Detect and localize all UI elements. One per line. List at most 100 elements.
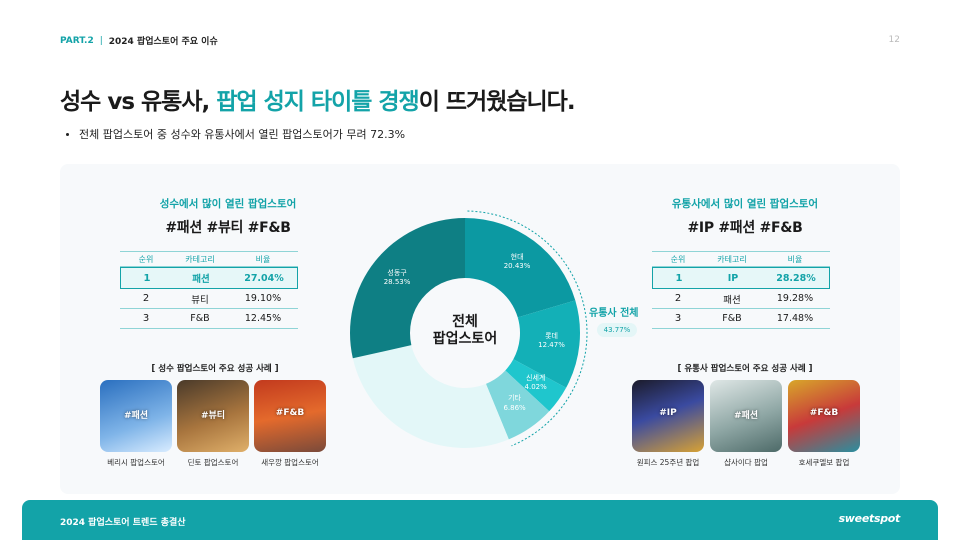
- donut-slice: [505, 359, 567, 412]
- retail-cases-title: [ 유통사 팝업스토어 주요 성공 사례 ]: [677, 364, 813, 374]
- summary-bullet: 전체 팝업스토어 중 성수와 유통사에서 열린 팝업스토어가 무려 72.3%: [66, 126, 405, 142]
- slice-label-value: 28.53%: [383, 277, 411, 286]
- retail-subtitle: 유통사에서 많이 열린 팝업스토어: [671, 198, 819, 210]
- ratio-cell: 19.28%: [776, 293, 814, 304]
- table-row: 1 IP 28.28%: [652, 267, 830, 289]
- case-caption: 새우깡 팝업스토어: [261, 458, 319, 467]
- slice-label-name: 성동구: [387, 268, 407, 277]
- case-photo-onepiece[interactable]: #IP: [632, 380, 704, 452]
- category-cell: F&B: [190, 313, 210, 324]
- header-rank: 순위: [138, 254, 154, 264]
- case-caption: 호세쿠엘보 팝업: [798, 458, 850, 467]
- category-cell: 패션: [192, 274, 210, 285]
- brand-logo: sweetspot: [838, 512, 901, 525]
- page-number: 12: [888, 35, 900, 45]
- slice-label: 성동구 28.53%: [372, 269, 422, 287]
- footer-title: 2024 팝업스토어 트렌드 총결산: [60, 518, 186, 528]
- slice-label-value: 12.47%: [538, 341, 565, 350]
- case-tag: #F&B: [809, 408, 839, 418]
- slice-label: 롯데 12.47%: [527, 332, 577, 350]
- seongsu-cases-title: [ 성수 팝업스토어 주요 성공 사례 ]: [151, 364, 279, 374]
- slice-label-name: 신세계: [526, 373, 546, 382]
- donut-center-label: 전체 팝업스토어: [410, 314, 520, 348]
- case-caption: 샵사이다 팝업: [724, 458, 768, 467]
- slice-label: 현대 20.43%: [492, 253, 542, 271]
- ratio-cell: 12.45%: [244, 313, 282, 324]
- case-photo-dinto[interactable]: #뷰티: [177, 380, 249, 452]
- ratio-cell: 28.28%: [776, 272, 816, 284]
- case-photo-josecuervo[interactable]: #F&B: [788, 380, 860, 452]
- table-row: 1 패션 27.04%: [120, 267, 298, 289]
- table-row: 3 F&B 12.45%: [120, 309, 298, 329]
- title-pre: 성수 vs 유통사,: [60, 89, 217, 115]
- case-tag: #패션: [733, 411, 759, 421]
- bullet-text: 전체 팝업스토어 중 성수와 유통사에서 열린 팝업스토어가 무려 72.3%: [79, 128, 406, 141]
- table-row: 2 뷰티 19.10%: [120, 289, 298, 309]
- seongsu-summary: 성수에서 많이 열린 팝업스토어 #패션 #뷰티 #F&B: [118, 196, 338, 237]
- rank-cell: 2: [142, 293, 150, 304]
- case-photo-saeukkang[interactable]: #F&B: [254, 380, 326, 452]
- donut-slice: [352, 345, 509, 448]
- rank-cell: 1: [675, 272, 683, 284]
- distribution-badge: 43.77%: [597, 323, 637, 337]
- distribution-arc: [467, 210, 588, 447]
- header-category: 카테고리: [185, 254, 215, 264]
- case-photo-cider[interactable]: #패션: [710, 380, 782, 452]
- header-ratio: 비율: [255, 254, 271, 264]
- bullet-dot: [66, 132, 69, 136]
- donut-slice: [350, 218, 465, 359]
- table-row: 3 F&B 17.48%: [652, 309, 830, 329]
- rank-cell: 1: [143, 272, 151, 284]
- case-caption: 원피스 25주년 팝업: [636, 458, 700, 467]
- table-row: 2 패션 19.28%: [652, 289, 830, 309]
- case-photo-berish[interactable]: #패션: [100, 380, 172, 452]
- slice-label-value: 6.86%: [503, 403, 526, 412]
- ratio-cell: 27.04%: [244, 272, 284, 284]
- slice-label-name: 기타: [508, 394, 521, 403]
- slice-label: 신세계 4.02%: [511, 374, 561, 392]
- header-ratio: 비율: [787, 254, 803, 264]
- slice-label-value: 4.02%: [524, 382, 547, 391]
- table-header-row: 순위 카테고리 비율: [652, 251, 830, 267]
- ratio-cell: 17.48%: [776, 313, 814, 324]
- distribution-title: 유통사 전체: [589, 308, 639, 319]
- header-rank: 순위: [670, 254, 686, 264]
- retail-tags: #IP #패션 #F&B: [687, 220, 803, 236]
- slice-label: 기타 6.86%: [490, 394, 540, 412]
- rank-cell: 3: [674, 313, 682, 324]
- slice-label-name: 현대: [510, 253, 524, 262]
- part-label: PART.2: [60, 35, 94, 46]
- table-header-row: 순위 카테고리 비율: [120, 251, 298, 267]
- category-cell: 패션: [723, 294, 741, 306]
- popup-distribution-donut: [350, 210, 588, 448]
- case-caption: 베리시 팝업스토어: [107, 458, 165, 467]
- category-cell: 뷰티: [191, 294, 209, 306]
- seongsu-subtitle: 성수에서 많이 열린 팝업스토어: [159, 198, 297, 210]
- rank-cell: 2: [674, 293, 682, 304]
- donut-slice: [513, 300, 580, 388]
- slice-label-value: 20.43%: [503, 262, 531, 271]
- title-post: 이 뜨거웠습니다.: [418, 89, 576, 115]
- category-cell: IP: [727, 272, 739, 284]
- case-tag: #F&B: [275, 408, 305, 418]
- seongsu-ranking-table: 순위 카테고리 비율 1 패션 27.04% 2 뷰티 19.10% 3 F&B…: [120, 251, 298, 329]
- case-tag: #IP: [659, 408, 677, 418]
- breadcrumb-separator: |: [99, 35, 103, 46]
- case-tag: #패션: [123, 411, 149, 421]
- slice-label-name: 롯데: [545, 332, 558, 341]
- section-topic: 2024 팝업스토어 주요 이슈: [108, 37, 218, 47]
- footer-bar: 2024 팝업스토어 트렌드 총결산 sweetspot: [22, 500, 938, 540]
- page-title: 성수 vs 유통사, 팝업 성지 타이틀 경쟁이 뜨거웠습니다.: [60, 82, 576, 116]
- center-label-line: 전체: [452, 314, 478, 330]
- case-tag: #뷰티: [200, 411, 226, 421]
- category-cell: F&B: [722, 313, 742, 324]
- header-category: 카테고리: [717, 254, 747, 264]
- ratio-cell: 19.10%: [244, 293, 282, 304]
- donut-slice: [485, 370, 550, 440]
- case-caption: 딘토 팝업스토어: [187, 458, 239, 467]
- donut-slice: [465, 218, 576, 318]
- retail-ranking-table: 순위 카테고리 비율 1 IP 28.28% 2 패션 19.28% 3 F&B…: [652, 251, 830, 329]
- title-highlight: 팝업 성지 타이틀 경쟁: [216, 89, 419, 115]
- center-label-line: 팝업스토어: [432, 330, 498, 347]
- breadcrumb: PART.2 | 2024 팝업스토어 주요 이슈: [60, 34, 218, 48]
